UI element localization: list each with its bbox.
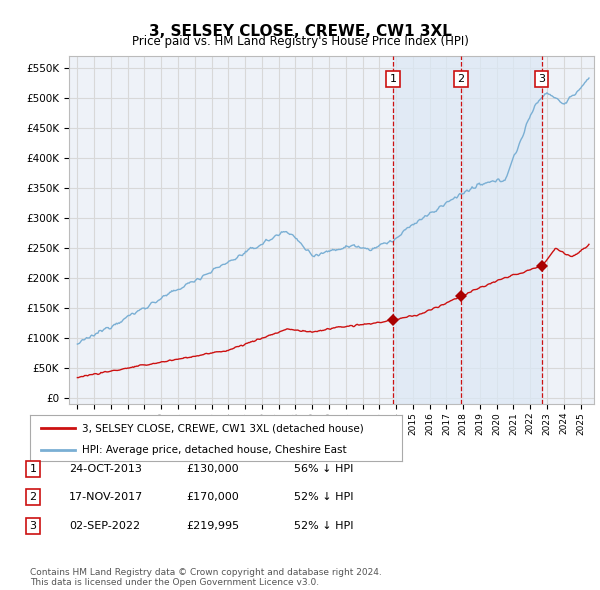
Text: Contains HM Land Registry data © Crown copyright and database right 2024.
This d: Contains HM Land Registry data © Crown c… (30, 568, 382, 587)
Text: £170,000: £170,000 (186, 493, 239, 502)
Text: 02-SEP-2022: 02-SEP-2022 (69, 521, 140, 530)
Text: 52% ↓ HPI: 52% ↓ HPI (294, 493, 353, 502)
Bar (393, 56, 542, 404)
Text: 56% ↓ HPI: 56% ↓ HPI (294, 464, 353, 474)
Text: 3, SELSEY CLOSE, CREWE, CW1 3XL (detached house): 3, SELSEY CLOSE, CREWE, CW1 3XL (detache… (82, 423, 364, 433)
Text: 3, SELSEY CLOSE, CREWE, CW1 3XL: 3, SELSEY CLOSE, CREWE, CW1 3XL (149, 24, 451, 38)
Text: £219,995: £219,995 (186, 521, 239, 530)
Text: £130,000: £130,000 (186, 464, 239, 474)
Text: 17-NOV-2017: 17-NOV-2017 (69, 493, 143, 502)
Text: 1: 1 (389, 74, 397, 84)
Text: 3: 3 (538, 74, 545, 84)
Text: 1: 1 (29, 464, 37, 474)
Text: Price paid vs. HM Land Registry's House Price Index (HPI): Price paid vs. HM Land Registry's House … (131, 35, 469, 48)
Text: 2: 2 (458, 74, 465, 84)
Text: HPI: Average price, detached house, Cheshire East: HPI: Average price, detached house, Ches… (82, 445, 347, 455)
Text: 24-OCT-2013: 24-OCT-2013 (69, 464, 142, 474)
Text: 3: 3 (29, 521, 37, 530)
Text: 52% ↓ HPI: 52% ↓ HPI (294, 521, 353, 530)
Text: 2: 2 (29, 493, 37, 502)
